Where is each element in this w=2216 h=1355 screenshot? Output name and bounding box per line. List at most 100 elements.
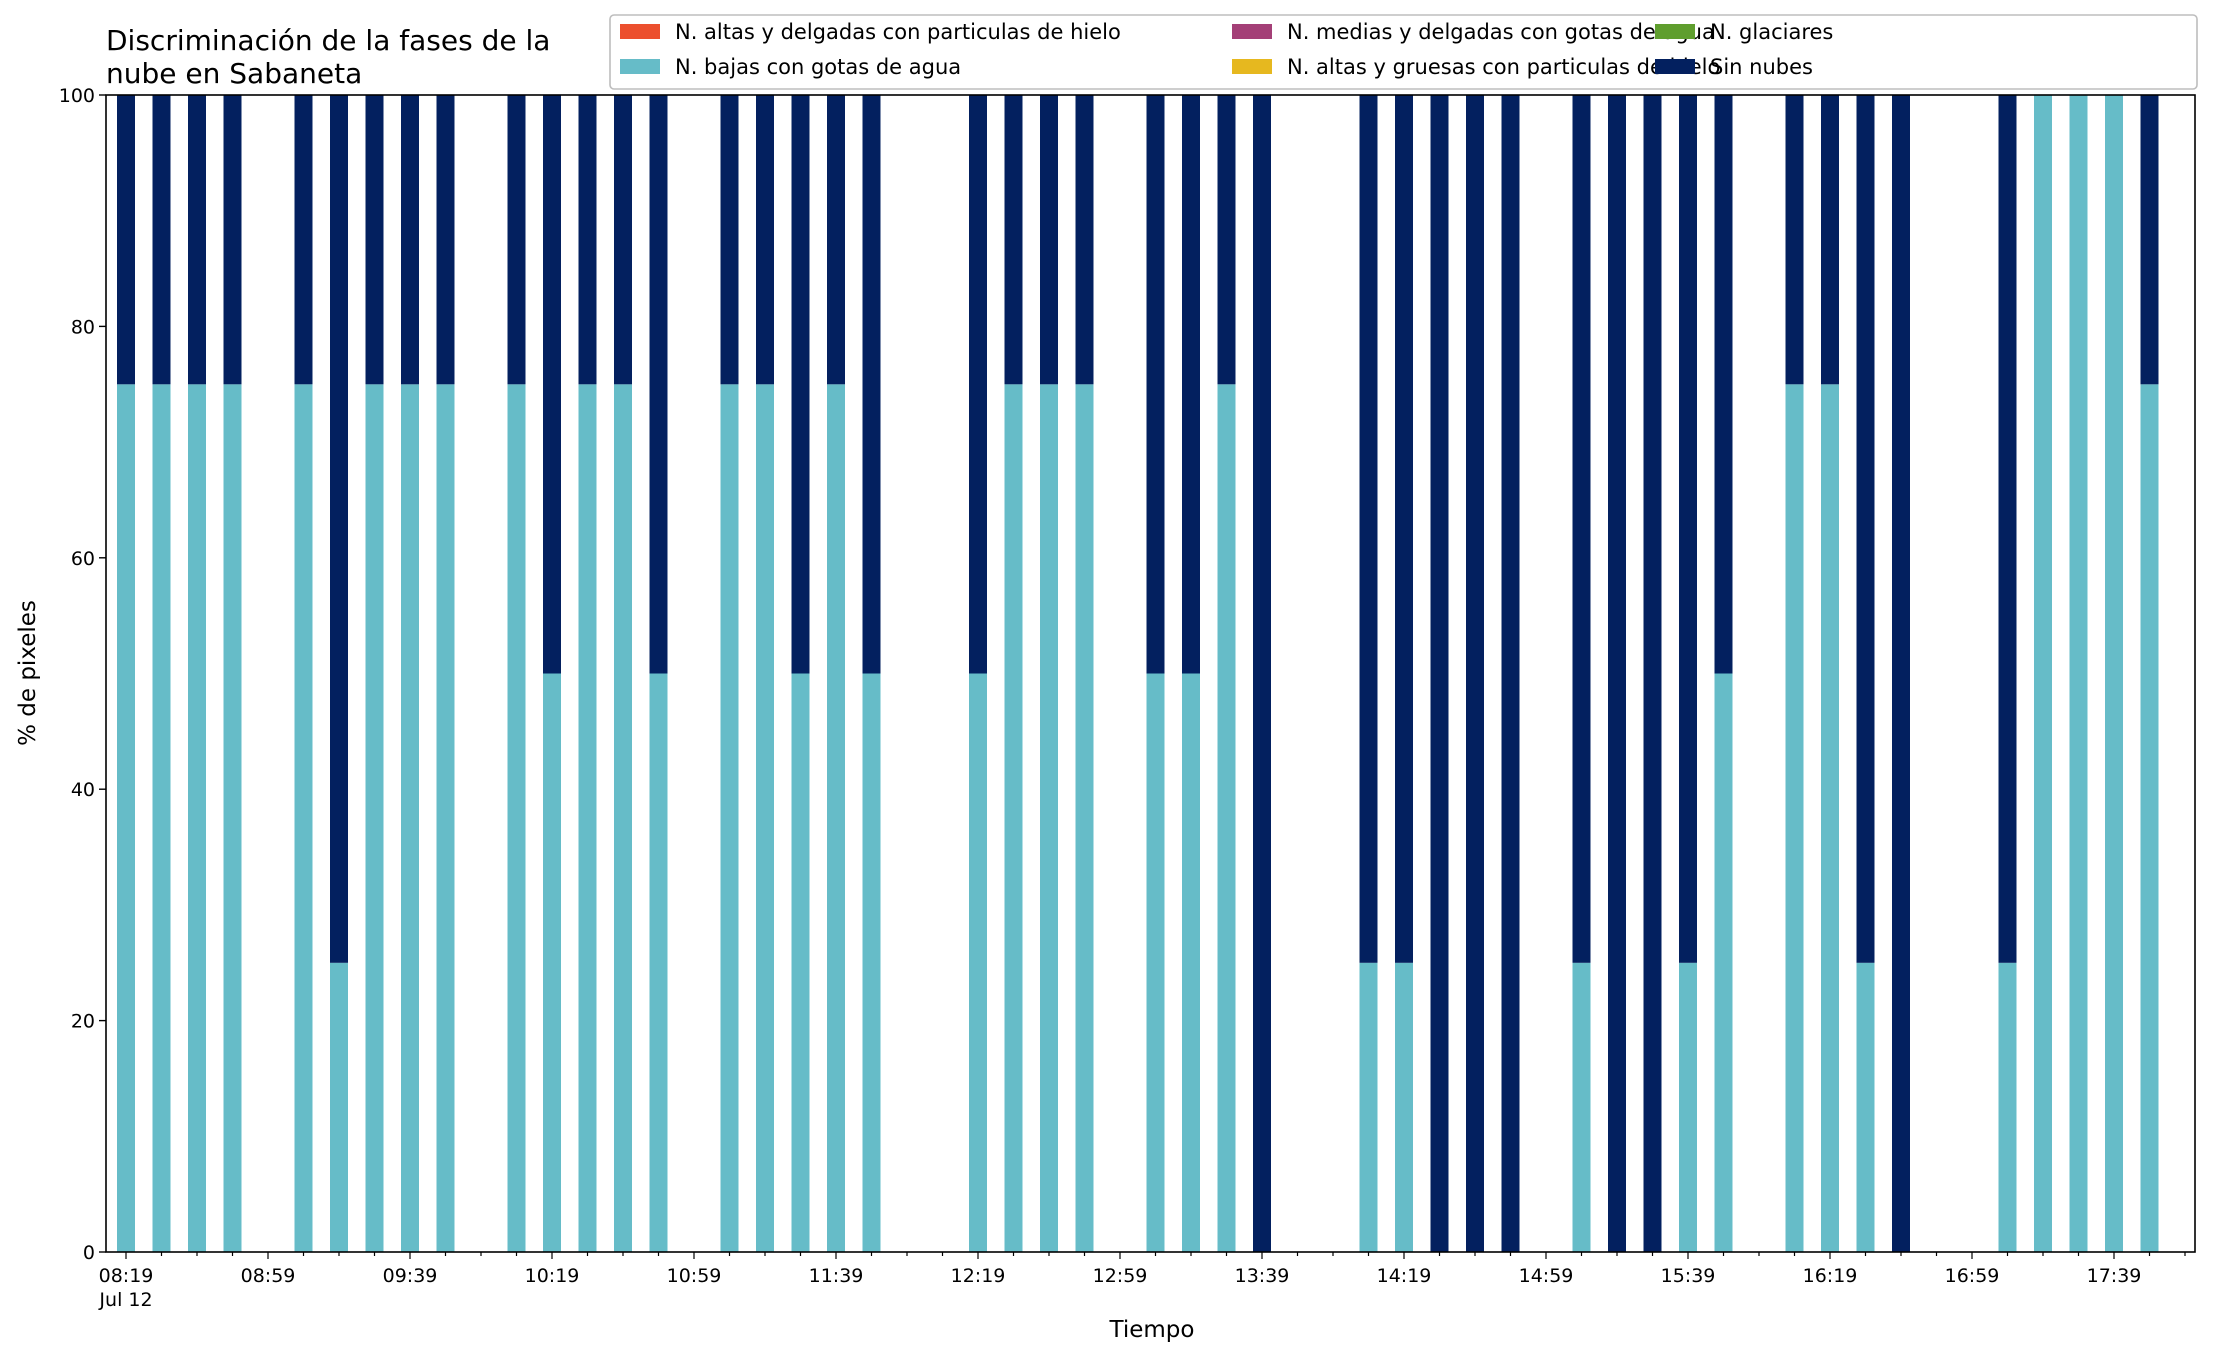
legend-label: N. medias y delgadas con gotas de agua — [1287, 20, 1715, 44]
x-tick-label: 14:59 — [1519, 1265, 1574, 1287]
legend-swatch — [1232, 24, 1272, 39]
y-tick-label: 20 — [71, 1011, 95, 1033]
legend-swatch — [1655, 59, 1695, 74]
bar-segment-sin-nubes — [1430, 95, 1449, 1252]
legend-label: N. glaciares — [1710, 20, 1833, 44]
chart-title-line-1: Discriminación de la fases de la — [106, 24, 550, 57]
bar-segment-sin-nubes — [436, 95, 455, 385]
bar-segment-bajas — [1395, 962, 1413, 1253]
legend-swatch — [620, 59, 660, 74]
bar-segment-bajas — [1785, 384, 1804, 1253]
bar-segment-sin-nubes — [1643, 95, 1662, 1252]
legend: N. altas y delgadas con particulas de hi… — [609, 14, 2198, 90]
bar-segment-sin-nubes — [1821, 95, 1839, 385]
bar-segment-bajas — [1572, 962, 1591, 1253]
x-tick-label: 15:39 — [1661, 1265, 1716, 1287]
bar-segment-sin-nubes — [1679, 95, 1697, 963]
x-tick-label: 17:39 — [2087, 1265, 2142, 1287]
bar-segment-bajas — [436, 384, 455, 1253]
bar-segment-sin-nubes — [1217, 95, 1236, 385]
bar-segment-sin-nubes — [188, 95, 206, 385]
legend-label: N. altas y delgadas con particulas de hi… — [675, 20, 1121, 44]
x-tick-label: 08:59 — [241, 1265, 296, 1287]
x-tick-label: 12:19 — [951, 1265, 1006, 1287]
bar-segment-bajas — [2034, 95, 2052, 1252]
bar-segment-sin-nubes — [969, 95, 987, 674]
y-tick-label: 0 — [83, 1242, 95, 1264]
bar-segment-sin-nubes — [1004, 95, 1023, 385]
bar-segment-sin-nubes — [1466, 95, 1484, 1252]
plot-frame — [105, 94, 2196, 1253]
bar-segment-bajas — [330, 962, 348, 1253]
x-tick-label: 16:59 — [1945, 1265, 2000, 1287]
bar-segment-sin-nubes — [401, 95, 419, 385]
bar-segment-sin-nubes — [1785, 95, 1804, 385]
x-tick-label: 14:19 — [1377, 1265, 1432, 1287]
x-tick-label: 10:19 — [525, 1265, 580, 1287]
bar-segment-sin-nubes — [649, 95, 668, 674]
x-axis-label: Tiempo — [1109, 1317, 1195, 1343]
bar-segment-bajas — [720, 384, 739, 1253]
bar-segment-bajas — [2105, 95, 2123, 1252]
y-tick-label: 100 — [59, 85, 95, 107]
legend-frame — [609, 14, 2198, 90]
bar-segment-bajas — [1040, 384, 1058, 1253]
bar-segment-bajas — [223, 384, 242, 1253]
bar-segment-sin-nubes — [1998, 95, 2017, 963]
bar-segment-bajas — [969, 673, 987, 1252]
bar-segment-sin-nubes — [1856, 95, 1875, 963]
bar-segment-sin-nubes — [720, 95, 739, 385]
bar-segment-sin-nubes — [223, 95, 242, 385]
bar-segment-bajas — [117, 384, 135, 1253]
legend-swatch — [620, 24, 660, 39]
legend-swatch — [1655, 24, 1695, 39]
bar-segment-sin-nubes — [330, 95, 348, 963]
legend-label: Sin nubes — [1710, 55, 1813, 79]
bar-segment-sin-nubes — [507, 95, 526, 385]
bar-segment-sin-nubes — [1146, 95, 1165, 674]
bar-segment-sin-nubes — [1714, 95, 1733, 674]
x-tick-label: 10:59 — [667, 1265, 722, 1287]
y-axis: 0 20 40 60 80 100 — [59, 85, 106, 1264]
chart-title-line-2: nube en Sabaneta — [106, 57, 362, 90]
bar-segment-sin-nubes — [1395, 95, 1413, 963]
bar-segment-bajas — [1359, 962, 1378, 1253]
bar-segment-bajas — [1856, 962, 1875, 1253]
x-tick-label: 09:39 — [383, 1265, 438, 1287]
bar-segment-bajas — [401, 384, 419, 1253]
bar-segment-sin-nubes — [1892, 95, 1910, 1252]
bar-segment-bajas — [756, 384, 774, 1253]
bar-segment-bajas — [543, 673, 561, 1252]
bar-segment-sin-nubes — [1359, 95, 1378, 963]
bar-segment-bajas — [827, 384, 845, 1253]
bar-segment-bajas — [1075, 384, 1094, 1253]
bar-segment-sin-nubes — [578, 95, 597, 385]
bar-segment-bajas — [2140, 384, 2159, 1253]
x-tick-label: 16:19 — [1803, 1265, 1858, 1287]
x-axis: 08:19 08:59 09:39 10:19 10:59 11:39 12:19 12:59… — [98, 1252, 2186, 1311]
bar-segment-bajas — [614, 384, 632, 1253]
legend-label: N. bajas con gotas de agua — [675, 55, 961, 79]
y-tick-label: 40 — [71, 779, 95, 801]
bar-segment-bajas — [1998, 962, 2017, 1253]
bar-segment-bajas — [1182, 673, 1200, 1252]
x-tick-label: 13:39 — [1235, 1265, 1290, 1287]
bar-segment-sin-nubes — [1501, 95, 1520, 1252]
y-tick-label: 60 — [71, 548, 95, 570]
bar-segment-bajas — [1714, 673, 1733, 1252]
bar-segment-bajas — [188, 384, 206, 1253]
bar-segment-bajas — [1146, 673, 1165, 1252]
bar-segment-bajas — [578, 384, 597, 1253]
bar-segment-sin-nubes — [827, 95, 845, 385]
y-tick-label: 80 — [71, 316, 95, 338]
bar-segment-sin-nubes — [117, 95, 135, 385]
bar-segment-bajas — [152, 384, 171, 1253]
bar-segment-bajas — [862, 673, 881, 1252]
bar-segment-sin-nubes — [862, 95, 881, 674]
bar-segment-bajas — [507, 384, 526, 1253]
x-tick-label: 12:59 — [1093, 1265, 1148, 1287]
bar-segment-bajas — [294, 384, 313, 1253]
x-tick-sublabel: Jul 12 — [98, 1289, 152, 1311]
bar-segment-bajas — [791, 673, 810, 1252]
